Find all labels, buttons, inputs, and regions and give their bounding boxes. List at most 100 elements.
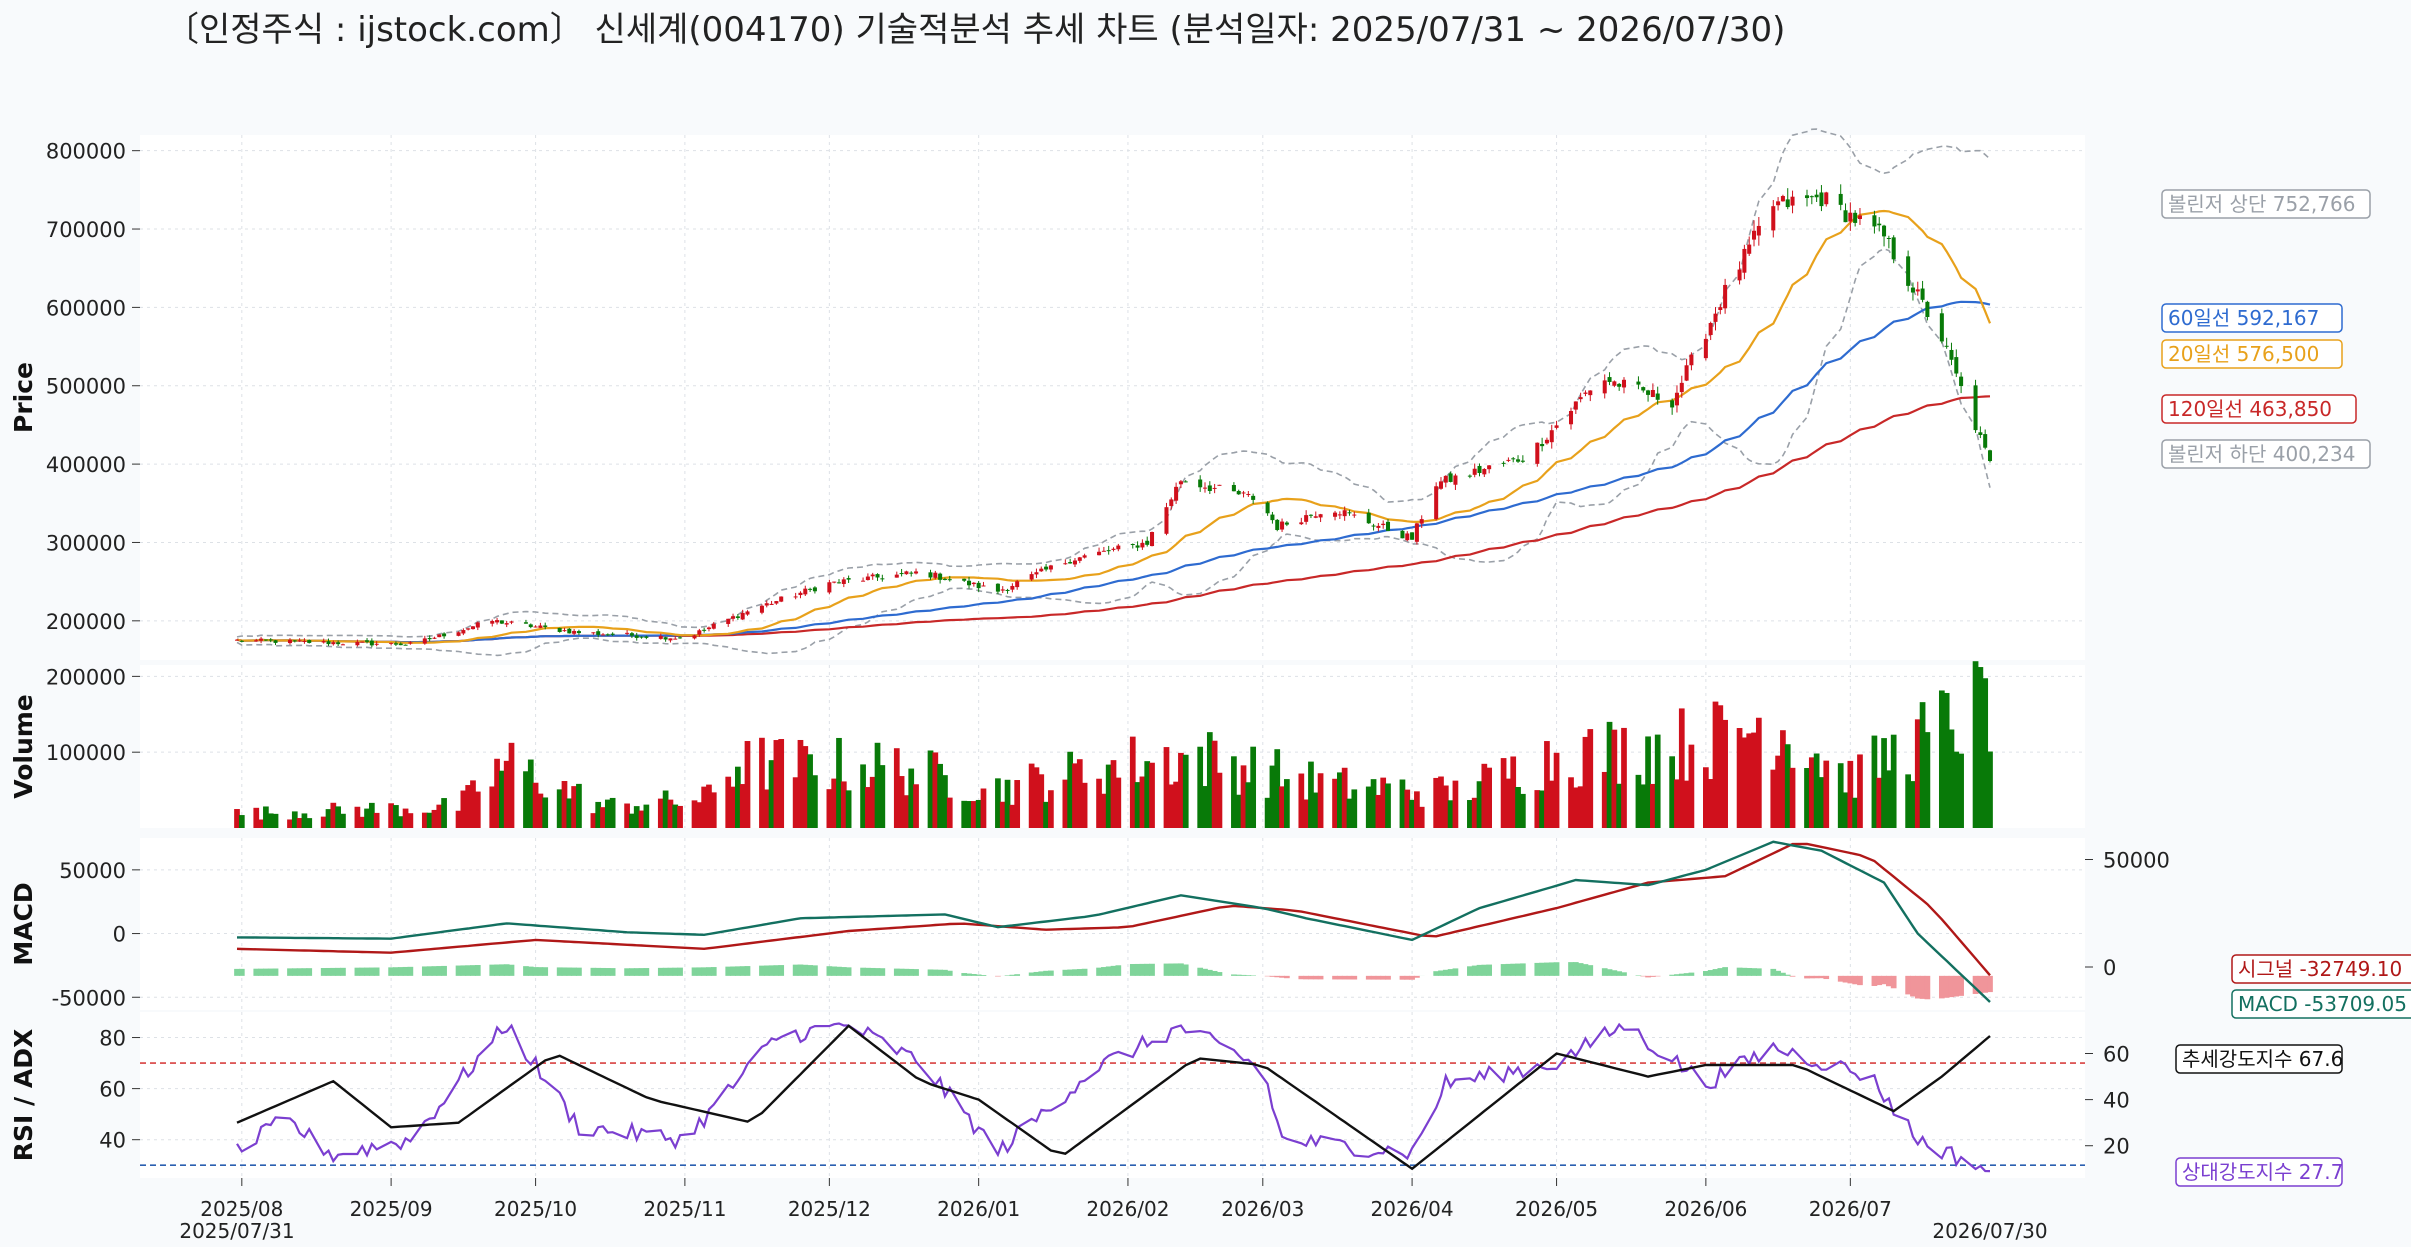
candles	[234, 184, 1993, 648]
macd-hist-bar	[1789, 975, 1796, 977]
macd-hist-bar	[1881, 975, 1887, 985]
candle-body	[1275, 519, 1280, 530]
volume-bar	[1688, 744, 1695, 828]
candle-body	[846, 578, 851, 580]
volume-bar	[1722, 719, 1728, 828]
candle-body	[1843, 210, 1848, 223]
ma20-line	[236, 209, 1992, 644]
volume-bar	[667, 799, 674, 828]
macd-hist-bar	[893, 968, 900, 976]
macd-hist-bar	[710, 967, 717, 976]
macd-hist-bar	[441, 965, 447, 976]
candle-body	[928, 572, 933, 578]
macd-hist-bar	[1076, 969, 1083, 976]
macd-hist-bar	[845, 967, 852, 976]
macd-hist-bar	[995, 975, 1001, 977]
volume-bar	[1033, 767, 1040, 828]
volume-bar	[1447, 800, 1454, 828]
candle-body	[1352, 514, 1357, 516]
volume-bar	[325, 809, 332, 828]
candle-body	[1819, 192, 1824, 207]
volume-bar	[354, 806, 361, 828]
candle-body	[899, 573, 904, 575]
volume-bar	[561, 781, 568, 828]
candle-body	[1082, 555, 1087, 558]
candle-body	[1544, 439, 1549, 444]
candle-body	[470, 626, 475, 630]
candle-body	[1178, 481, 1183, 485]
macd-hist-bar	[1712, 969, 1719, 976]
rsi-right-ytick-label: 40	[2103, 1089, 2130, 1113]
candle-body	[610, 633, 615, 635]
candle-body	[629, 633, 634, 636]
candle-body	[307, 640, 312, 643]
macd-hist-bar	[802, 964, 809, 976]
candle-body	[1650, 389, 1655, 397]
macd-hist-bar	[556, 967, 563, 976]
macd-hist-bar	[1577, 963, 1584, 976]
volume-bar	[272, 813, 279, 828]
macd-hist-bar	[373, 967, 380, 976]
macd-hist-bar	[629, 968, 635, 976]
volume-bar	[1616, 783, 1623, 828]
macd-hist-bar	[421, 966, 428, 976]
candle-body	[1174, 486, 1179, 501]
volume-bar	[836, 737, 842, 828]
volume-bar	[1871, 735, 1878, 828]
candle-body	[1280, 521, 1285, 530]
macd-hist-bar	[1081, 968, 1088, 976]
candle-body	[1116, 545, 1121, 550]
candle-body	[706, 627, 711, 630]
macd-hist-bar	[1938, 975, 1945, 999]
macd-hist-bar	[1808, 975, 1815, 979]
volume-bar	[1202, 786, 1208, 828]
candle-body	[1925, 301, 1930, 318]
price-label-2: 20일선 576,500	[2161, 339, 2343, 369]
volume-bar	[1808, 757, 1815, 828]
macd-hist-bar	[913, 969, 919, 976]
volume-bar	[1317, 773, 1324, 828]
macd-hist-bar	[503, 964, 510, 976]
volume-bar	[1312, 792, 1319, 828]
candle-body	[1039, 568, 1044, 572]
volume-bar	[1341, 767, 1348, 828]
candle-body	[692, 635, 697, 639]
volume-bar	[1553, 752, 1560, 828]
macd-hist-bar	[1987, 975, 1993, 993]
macd-hist-bar	[1168, 963, 1175, 976]
candle-body	[1573, 401, 1578, 410]
macd-hist-bar	[1274, 975, 1281, 978]
candle-body	[576, 631, 581, 634]
macd-hist-bar	[908, 968, 915, 976]
candle-body	[1506, 459, 1511, 461]
macd-hist-bar	[301, 968, 308, 976]
candle-body	[668, 638, 673, 641]
macd-hist-bar	[1688, 972, 1695, 976]
volume-bar	[253, 807, 260, 828]
volume-bar	[1076, 759, 1083, 828]
macd-hist-bar	[1178, 963, 1184, 976]
candle-body	[644, 636, 649, 638]
macd-hist-bar	[234, 968, 240, 976]
volume-bar	[1770, 769, 1777, 828]
macd-hist-bar	[1587, 965, 1594, 976]
volume-bar	[1842, 792, 1849, 828]
macd-hist-bar	[667, 967, 674, 976]
candle-body	[1583, 392, 1588, 394]
volume-bar	[335, 806, 341, 828]
macd-hist-bar	[1476, 964, 1483, 976]
candle-body	[1371, 525, 1376, 527]
macd-hist-bar	[600, 967, 606, 976]
macd-hist-bar	[455, 965, 462, 976]
candle-body	[1063, 563, 1068, 565]
candle-body	[504, 623, 509, 625]
volume-bar	[1823, 760, 1830, 828]
candle-body	[1882, 225, 1887, 237]
macd-ytick-label: 50000	[59, 859, 126, 883]
candle-body	[1434, 486, 1439, 520]
macd-hist-bar	[768, 965, 775, 976]
volume-bar	[263, 806, 269, 828]
volume-bar	[1519, 793, 1526, 828]
candle-body	[1366, 512, 1371, 524]
volume-bar	[1139, 776, 1146, 828]
